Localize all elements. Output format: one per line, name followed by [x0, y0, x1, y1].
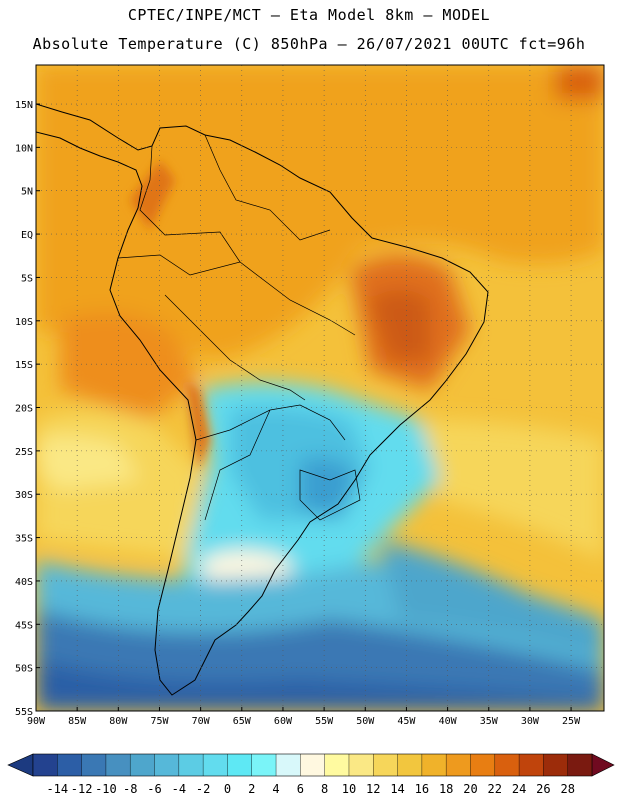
colorbar-swatch: [130, 754, 155, 776]
colorbar-swatch: [567, 754, 593, 776]
colorbar-swatch: [251, 754, 277, 776]
colorbar-swatch: [421, 754, 447, 776]
colorbar-swatch: [446, 754, 471, 776]
colorbar-label: -6: [147, 782, 161, 796]
lon-label: 80W: [109, 716, 128, 727]
colorbar-label: 2: [248, 782, 255, 796]
lat-label: 30S: [15, 490, 33, 501]
colorbar-swatch: [105, 754, 131, 776]
colorbar-label: 0: [224, 782, 231, 796]
colorbar-swatch: [227, 754, 253, 776]
colorbar-label: 14: [390, 782, 404, 796]
coastline: [36, 103, 489, 696]
colorbar-swatch: [81, 754, 107, 776]
temperature-field: [36, 65, 604, 711]
lat-label: 20S: [15, 404, 33, 415]
colorbar-swatch: [300, 754, 325, 776]
lon-label: 85W: [68, 716, 87, 727]
colorbar-label: 22: [488, 782, 502, 796]
colorbar-swatch: [178, 754, 204, 776]
lat-label: 40S: [15, 577, 33, 588]
country-borders: [117, 134, 361, 521]
colorbar-label: -4: [172, 782, 186, 796]
lon-label: 70W: [192, 716, 211, 727]
lon-label: 40W: [439, 716, 458, 727]
lat-label: 55S: [15, 707, 33, 718]
colorbar-label: 26: [536, 782, 550, 796]
colorbar-swatch: [276, 754, 301, 776]
colorbar: -14 -12 -10 -8 -6 -4 -2 0 2 4 6 8 10 12 14 16 18 20 22 24 26…: [7, 753, 615, 796]
colorbar-swatch: [203, 754, 228, 776]
lat-label: EQ: [21, 230, 33, 241]
colorbar-swatch: [470, 754, 496, 776]
colorbar-swatch: [543, 754, 568, 776]
colorbar-swatch: [324, 754, 350, 776]
colorbar-high-arrow: [591, 753, 615, 777]
lat-label: 10S: [15, 317, 33, 328]
lon-label: 45W: [397, 716, 416, 727]
lat-label: 50S: [15, 664, 33, 675]
colorbar-swatch: [33, 754, 58, 776]
lon-label: 35W: [480, 716, 499, 727]
colorbar-swatch: [519, 754, 544, 776]
colorbar-label: -10: [95, 782, 117, 796]
lon-label: 55W: [315, 716, 334, 727]
lon-label: 30W: [521, 716, 540, 727]
colorbar-label: -2: [196, 782, 210, 796]
colorbar-label: 12: [366, 782, 380, 796]
lat-label: 15N: [15, 100, 33, 111]
lat-label: 25S: [15, 447, 33, 458]
lat-label: 5S: [21, 273, 33, 284]
lon-label: 75W: [150, 716, 169, 727]
colorbar-label: -8: [123, 782, 137, 796]
colorbar-label: 16: [415, 782, 429, 796]
lat-label: 5N: [21, 187, 33, 198]
lat-label: 45S: [15, 620, 33, 631]
lon-label: 90W: [27, 716, 46, 727]
colorbar-label: -12: [71, 782, 93, 796]
colorbar-label: 8: [321, 782, 328, 796]
colorbar-swatch: [373, 754, 398, 776]
colorbar-frame: [32, 753, 593, 777]
lat-label: 10N: [15, 143, 33, 154]
colorbar-label: -14: [46, 782, 68, 796]
map-title-line2: Absolute Temperature (C) 850hPa – 26/07/…: [32, 35, 586, 53]
lon-label: 50W: [356, 716, 375, 727]
colorbar-label: 28: [560, 782, 574, 796]
colorbar-swatch: [397, 754, 423, 776]
colorbar-swatch: [57, 754, 82, 776]
lat-label: 35S: [15, 534, 33, 545]
map-frame: [35, 64, 605, 712]
colorbar-label: 10: [342, 782, 356, 796]
lon-label: 25W: [562, 716, 581, 727]
lat-label: 15S: [15, 360, 33, 371]
colorbar-low-arrow: [7, 753, 34, 777]
lon-label: 60W: [274, 716, 293, 727]
colorbar-label: 20: [463, 782, 477, 796]
lon-label: 65W: [233, 716, 252, 727]
map-title-line1: CPTEC/INPE/MCT – Eta Model 8km – MODEL: [127, 6, 491, 24]
axis-labels: 15N 10N 5N EQ 5S 10S 15S 20S 25S 30S 35S 40S 45S 50S 5…: [15, 100, 581, 727]
colorbar-label: 18: [439, 782, 453, 796]
colorbar-label: 6: [297, 782, 304, 796]
colorbar-label: 24: [512, 782, 526, 796]
colorbar-label: 4: [272, 782, 279, 796]
colorbar-swatch: [154, 754, 180, 776]
colorbar-swatch: [348, 754, 374, 776]
colorbar-swatch: [494, 754, 520, 776]
